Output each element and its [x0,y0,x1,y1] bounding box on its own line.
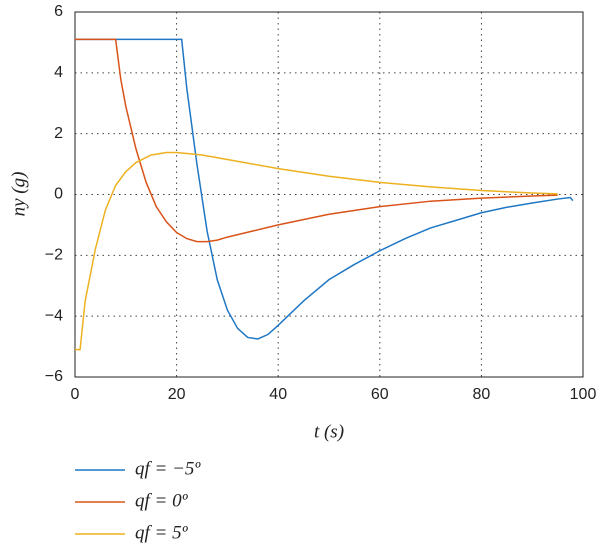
x-tick-label: 100 [570,386,597,403]
y-tick-label: −2 [45,247,63,264]
y-tick-label: 2 [54,125,63,142]
y-tick-label: −4 [45,307,63,324]
y-tick-label: 6 [54,3,63,20]
legend-label: qf = −5º [135,458,201,479]
y-axis-label: ny (g) [8,172,29,217]
x-tick-label: 0 [71,386,80,403]
x-tick-label: 80 [473,386,491,403]
line [75,151,558,351]
y-tick-label: −6 [45,368,63,385]
y-tick-label: 4 [54,64,63,81]
line [75,38,574,340]
x-tick-label: 40 [269,386,287,403]
x-tick-label: 20 [168,386,186,403]
x-axis-label: t (s) [314,421,344,442]
y-tick-label: 0 [54,186,63,203]
legend-label: qf = 0º [135,490,189,511]
x-tick-label: 60 [371,386,389,403]
legend-label: qf = 5º [135,522,189,543]
line [75,38,558,243]
plot-frame [74,11,584,378]
